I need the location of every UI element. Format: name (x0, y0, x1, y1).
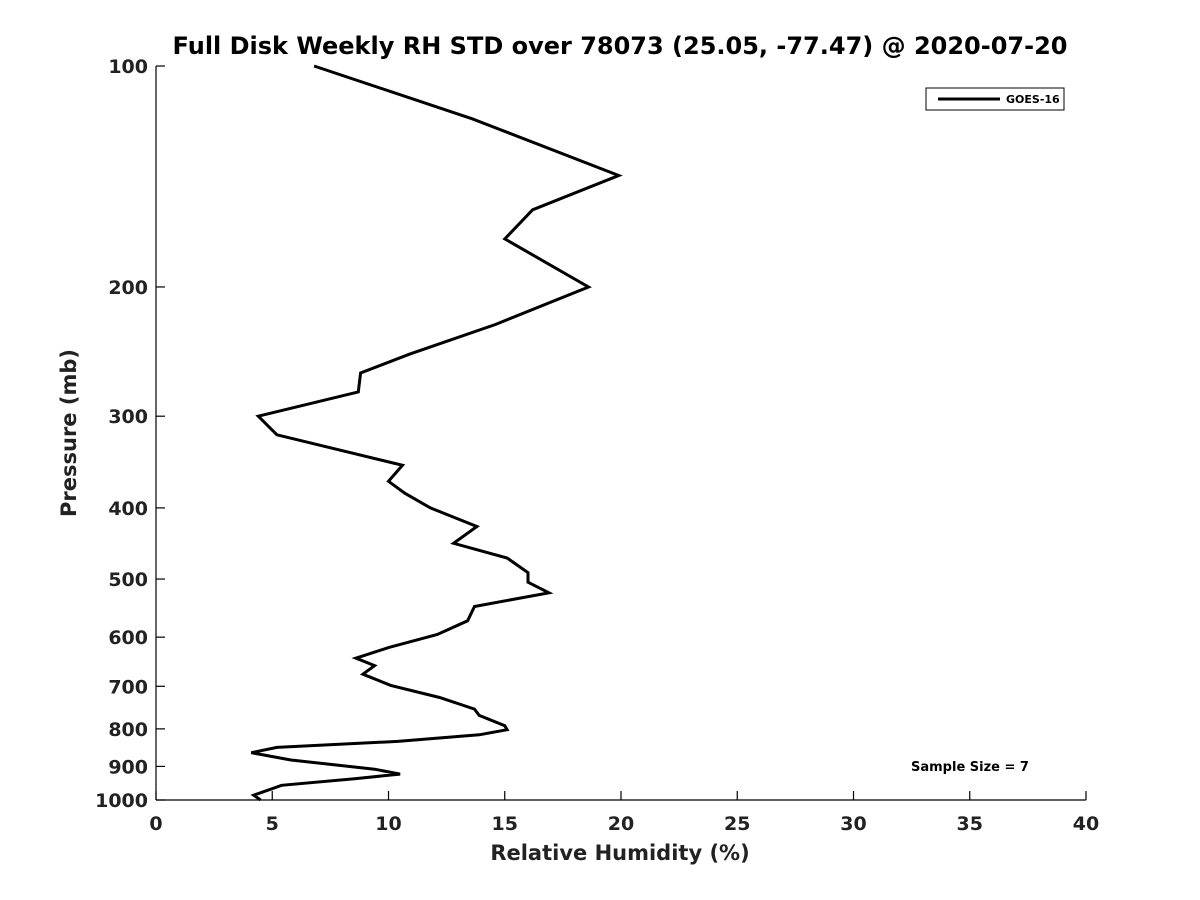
y-tick-label: 700 (108, 676, 148, 698)
sample-size-annotation: Sample Size = 7 (911, 760, 1029, 775)
y-tick-label: 100 (108, 56, 148, 78)
series-layer (250, 64, 623, 802)
legend: GOES-16 (925, 87, 1065, 111)
y-tick-label: 600 (108, 627, 148, 649)
series-line-goes-16 (250, 64, 623, 802)
y-tick-label: 500 (108, 569, 148, 591)
x-tick-label: 0 (149, 813, 162, 835)
y-ticks: 100 200 300 400 500 600 700 800 900 1000 (95, 56, 165, 812)
x-tick-label: 5 (266, 813, 279, 835)
chart-title: Full Disk Weekly RH STD over 78073 (25.0… (173, 32, 1068, 60)
y-tick-label: 1000 (95, 790, 148, 812)
y-tick-label: 800 (108, 719, 148, 741)
x-tick-label: 40 (1073, 813, 1099, 835)
y-tick-label: 200 (108, 277, 148, 299)
legend-label-goes-16: GOES-16 (1006, 93, 1060, 106)
x-tick-label: 35 (957, 813, 983, 835)
x-tick-label: 20 (608, 813, 634, 835)
x-tick-label: 30 (840, 813, 866, 835)
x-ticks: 0 5 10 15 20 25 30 35 40 (149, 791, 1099, 835)
x-tick-label: 15 (492, 813, 518, 835)
x-axis-label: Relative Humidity (%) (490, 841, 749, 865)
y-tick-label: 300 (108, 406, 148, 428)
y-axis-label: Pressure (mb) (57, 349, 81, 517)
x-tick-label: 10 (375, 813, 401, 835)
x-tick-label: 25 (724, 813, 750, 835)
y-tick-label: 900 (108, 756, 148, 778)
y-tick-label: 400 (108, 498, 148, 520)
